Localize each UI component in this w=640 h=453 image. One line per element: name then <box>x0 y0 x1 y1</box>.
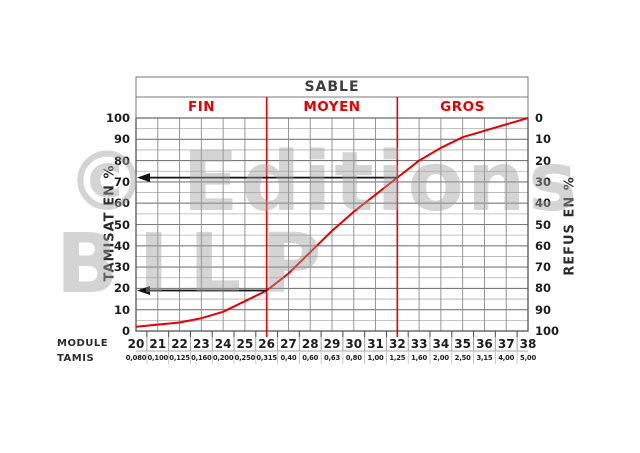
tamis-tick-label: 0,160 <box>191 354 212 362</box>
y-right-tick-label: 90 <box>535 302 552 317</box>
module-tick-label: 37 <box>497 337 515 351</box>
module-tick-label: 36 <box>476 337 493 351</box>
module-tick-label: 22 <box>171 337 188 351</box>
module-tick-label: 29 <box>323 337 341 351</box>
tamis-tick-label: 4,00 <box>498 354 515 362</box>
tamis-tick-label: 2,00 <box>432 354 449 362</box>
y-right-tick-label: 60 <box>535 238 552 253</box>
module-tick-label: 33 <box>410 337 428 351</box>
module-tick-label: 28 <box>301 337 319 351</box>
chart-title: SABLE <box>304 79 360 95</box>
tamis-tick-label: 0,63 <box>324 354 340 362</box>
tamis-tick-label: 0,250 <box>234 354 256 362</box>
y-right-tick-label: 80 <box>535 281 552 296</box>
tamis-tick-label: 0,60 <box>302 354 319 362</box>
y-left-tick-label: 10 <box>113 302 130 317</box>
tamis-tick-label: 1,00 <box>367 354 384 362</box>
module-tick-label: 27 <box>280 337 297 351</box>
tamis-tick-label: 0,80 <box>345 354 362 362</box>
y-left-tick-label: 50 <box>113 217 130 232</box>
y-left-tick-label: 20 <box>113 281 130 296</box>
y-left-tick-label: 40 <box>113 238 130 253</box>
tamis-tick-label: 0,40 <box>280 354 297 362</box>
zone-label-moyen: MOYEN <box>303 99 361 115</box>
module-tick-label: 31 <box>367 337 384 351</box>
y-left-tick-label: 100 <box>105 111 130 125</box>
module-tick-label: 25 <box>236 337 254 351</box>
granulometry-curve <box>135 117 529 328</box>
y-left-tick-label: 0 <box>121 324 130 338</box>
y-left-tick-label: 70 <box>113 174 130 189</box>
reference-arrow-head <box>137 286 150 296</box>
y-right-tick-label: 100 <box>535 324 560 338</box>
tamis-tick-label: 0,200 <box>212 354 234 362</box>
zone-label-gros: GROS <box>440 99 485 115</box>
module-row-caption: MODULE <box>57 338 109 349</box>
tamis-tick-label: 1,25 <box>389 354 406 362</box>
y-left-tick-label: 80 <box>113 153 130 168</box>
y-left-tick-label: 90 <box>113 132 130 147</box>
tamis-row-caption: TAMIS <box>57 353 95 364</box>
tamis-tick-label: 0,315 <box>256 354 277 362</box>
module-tick-label: 34 <box>432 337 450 351</box>
reference-arrow-head <box>137 173 150 183</box>
y-left-tick-label: 60 <box>113 196 130 211</box>
y-left-tick-label: 30 <box>113 260 130 275</box>
module-tick-label: 30 <box>345 337 363 351</box>
zone-label-fin: FIN <box>187 99 216 115</box>
y-right-tick-label: 10 <box>535 132 552 147</box>
module-tick-label: 38 <box>519 337 537 351</box>
module-tick-label: 26 <box>258 337 276 351</box>
tamis-tick-label: 2,50 <box>454 354 471 362</box>
y-right-tick-label: 40 <box>535 196 552 211</box>
y-right-tick-label: 20 <box>535 153 552 168</box>
tamis-tick-label: 0,080 <box>125 354 147 362</box>
y-right-tick-label: 50 <box>535 217 552 232</box>
module-tick-label: 32 <box>388 337 406 351</box>
y-right-tick-label: 30 <box>535 174 552 189</box>
tamis-tick-label: 0,100 <box>147 354 169 362</box>
module-tick-label: 24 <box>214 337 232 351</box>
zone-band-border <box>135 96 529 119</box>
y-right-tick-label: 70 <box>535 260 552 275</box>
module-tick-label: 21 <box>149 337 167 351</box>
tamis-tick-label: 0,125 <box>169 354 190 362</box>
module-tick-label: 35 <box>454 337 472 351</box>
tamis-tick-label: 3,15 <box>476 354 493 362</box>
tamis-tick-label: 1,60 <box>411 354 428 362</box>
y-right-tick-label: 0 <box>535 111 544 125</box>
tamis-tick-label: 5,00 <box>520 354 536 362</box>
module-tick-label: 20 <box>127 337 145 351</box>
module-tick-label: 23 <box>192 337 210 351</box>
